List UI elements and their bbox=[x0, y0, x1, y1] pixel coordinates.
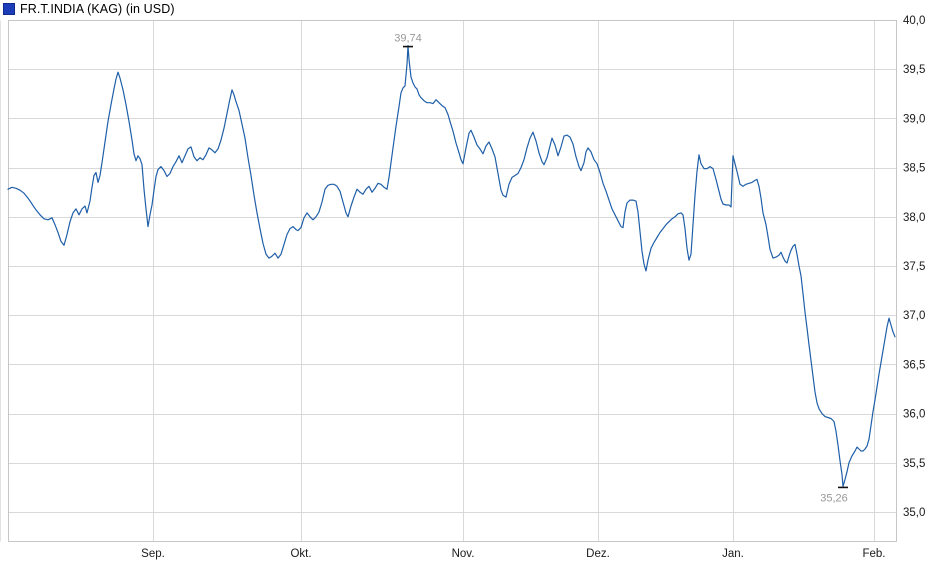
y-axis-label: 35,5 bbox=[903, 458, 925, 470]
y-axis-label: 40,0 bbox=[903, 15, 925, 27]
x-axis-label: Feb. bbox=[862, 548, 885, 560]
chart-title: FR.T.INDIA (KAG) (in USD) bbox=[20, 2, 175, 16]
y-axis-label: 38,5 bbox=[903, 163, 925, 175]
y-axis-label: 39,5 bbox=[903, 64, 925, 76]
y-axis-label: 39,0 bbox=[903, 113, 925, 125]
chart-legend: FR.T.INDIA (KAG) (in USD) bbox=[3, 2, 175, 16]
y-axis-label: 35,0 bbox=[903, 507, 925, 519]
price-line bbox=[7, 44, 896, 487]
x-axis-label: Okt. bbox=[290, 548, 311, 560]
min-value-label: 35,26 bbox=[820, 492, 848, 504]
y-axis-label: 37,0 bbox=[903, 310, 925, 322]
x-axis-label: Nov. bbox=[452, 548, 475, 560]
max-value-label: 39,74 bbox=[394, 33, 422, 45]
plot-frame bbox=[8, 20, 897, 542]
y-axis-label: 37,5 bbox=[903, 261, 925, 273]
series-color-swatch-icon bbox=[3, 3, 15, 15]
y-axis-label: 38,0 bbox=[903, 212, 925, 224]
x-axis-label: Jan. bbox=[722, 548, 744, 560]
y-axis-label: 36,0 bbox=[903, 409, 925, 421]
x-axis-label: Sep. bbox=[141, 548, 165, 560]
x-axis-label: Dez. bbox=[586, 548, 610, 560]
y-axis-label: 36,5 bbox=[903, 359, 925, 371]
